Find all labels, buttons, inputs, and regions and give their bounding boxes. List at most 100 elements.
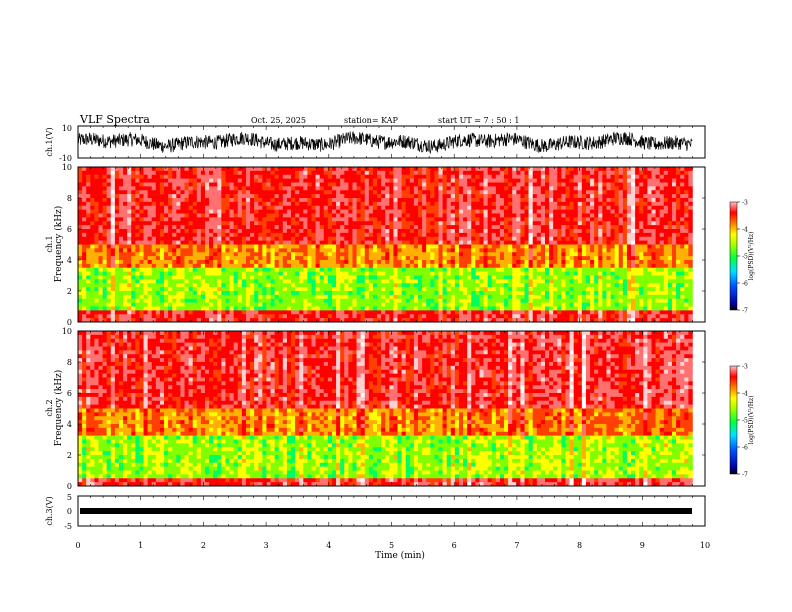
spectrogram-cell <box>159 205 165 210</box>
spectrogram-cell <box>319 291 325 296</box>
spectrogram-cell <box>581 256 587 261</box>
spectrogram-cell <box>217 244 222 249</box>
spectrogram-cell <box>135 182 140 187</box>
spectrogram-cell <box>295 182 300 187</box>
spectrogram-cell <box>590 194 595 199</box>
spectrogram-cell <box>544 186 550 191</box>
spectrogram-cell <box>237 170 243 176</box>
spectrogram-cell <box>221 260 226 265</box>
spectrogram-cell <box>512 205 517 210</box>
spectrogram-cell <box>315 194 320 199</box>
spectrogram-cell <box>188 225 193 230</box>
spectrogram-cell <box>143 205 148 210</box>
spectrogram-cell <box>139 240 144 245</box>
spectrogram-cell <box>655 244 660 249</box>
spectrogram-cell <box>176 232 181 238</box>
spectrogram-cell <box>180 182 185 187</box>
spectrogram-cell <box>508 260 513 265</box>
spectrogram-cell <box>270 263 275 269</box>
spectrogram-cell <box>188 263 193 269</box>
spectrogram-cell <box>401 236 407 241</box>
spectrogram-cell <box>426 170 431 176</box>
spectrogram-cell <box>323 170 329 176</box>
spectrogram-cell <box>409 263 415 269</box>
spectrogram-cell <box>385 190 390 195</box>
spectrogram-cell <box>598 178 603 183</box>
spectrogram-cell <box>348 260 353 265</box>
spectrogram-cell <box>299 194 304 199</box>
spectrogram-cell <box>331 256 337 261</box>
spectrogram-cell <box>168 252 173 257</box>
spectrogram-cell <box>389 182 394 187</box>
spectrogram-cell <box>377 213 382 218</box>
spectrogram-cell <box>483 232 488 238</box>
spectrogram-cell <box>315 225 320 230</box>
spectrogram-cell <box>671 248 677 253</box>
spectrogram-cell <box>315 209 320 214</box>
spectrogram-cell <box>307 201 312 207</box>
spectrogram-cell <box>671 205 677 210</box>
spectrogram-cell <box>561 186 566 191</box>
spectrogram-cell <box>573 178 579 183</box>
spectrogram-cell <box>307 167 312 172</box>
spectrogram-cell <box>319 248 325 253</box>
spectrogram-cell <box>409 248 415 253</box>
spectrogram-cell <box>491 174 497 179</box>
spectrogram-cell <box>307 240 312 245</box>
spectrogram-cell <box>422 236 427 241</box>
spectrogram-cell <box>377 209 382 214</box>
spectrogram-cell <box>426 291 431 296</box>
spectrogram-cell <box>291 182 296 187</box>
spectrogram-cell <box>250 201 255 207</box>
spectrogram-cell <box>544 244 550 249</box>
spectrogram-cell <box>487 174 493 179</box>
spectrogram-cell <box>442 244 447 249</box>
spectrogram-cell <box>311 194 316 199</box>
spectrogram-cell <box>389 252 394 257</box>
spectrogram-cell <box>426 167 431 172</box>
spectrogram-cell <box>479 221 484 226</box>
spectrogram-cell <box>446 279 452 284</box>
spectrogram-cell <box>82 232 87 238</box>
spectrogram-cell <box>311 198 316 203</box>
spectrogram-cell <box>172 291 177 296</box>
spectrogram-cell <box>622 244 628 249</box>
spectrogram-cell <box>196 217 202 222</box>
spectrogram-cell <box>233 182 239 187</box>
spectrogram-cell <box>557 229 562 234</box>
spectrogram-cell <box>405 283 411 288</box>
spectrogram-cell <box>270 275 275 280</box>
spectrogram-cell <box>180 248 185 253</box>
spectrogram-cell <box>430 198 435 203</box>
spectrogram-cell <box>225 225 230 230</box>
spectrogram-cell <box>147 271 153 276</box>
spectrogram-cell <box>676 190 681 195</box>
spectrogram-cell <box>680 236 685 241</box>
spectrogram-cell <box>98 174 103 179</box>
spectrogram-cell <box>90 287 95 292</box>
spectrogram-cell <box>524 283 529 288</box>
spectrogram-cell <box>82 201 87 207</box>
spectrogram-cell <box>528 213 533 218</box>
spectrogram-cell <box>532 236 538 241</box>
spectrogram-cell <box>233 221 239 226</box>
spectrogram-cell <box>626 194 632 199</box>
spectrogram-cell <box>127 178 132 183</box>
spectrogram-cell <box>278 205 284 210</box>
spectrogram-cell <box>680 283 685 288</box>
spectrogram-cell <box>135 225 140 230</box>
spectrogram-cell <box>389 256 394 261</box>
spectrogram-cell <box>282 283 288 288</box>
spectrogram-cell <box>614 190 620 195</box>
spectrogram-cell <box>282 260 288 265</box>
spectrogram-cell <box>86 232 91 238</box>
spectrogram-cell <box>221 201 226 207</box>
spectrogram-cell <box>618 263 624 269</box>
spectrogram-cell <box>671 260 677 265</box>
spectrogram-cell <box>418 201 423 207</box>
spectrogram-cell <box>512 287 517 292</box>
spectrogram-cell <box>225 279 230 284</box>
spectrogram-cell <box>549 279 554 284</box>
spectrogram-cell <box>602 232 607 238</box>
spectrogram-cell <box>180 178 185 183</box>
